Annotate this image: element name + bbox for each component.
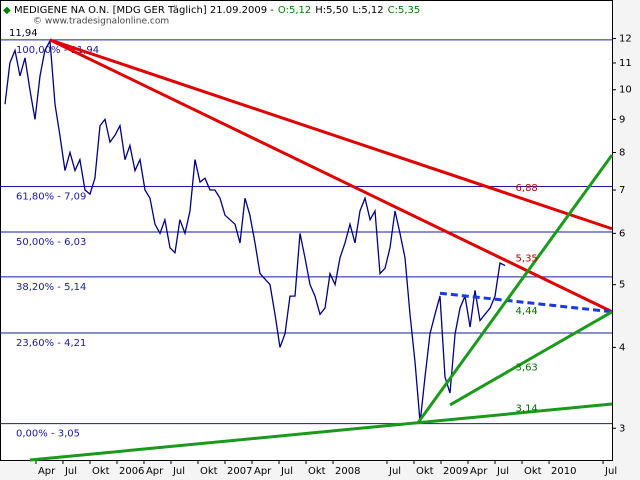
header: MEDIGENE NA O.N. [MDG GER Täglich] 21.09… — [14, 5, 274, 16]
annotation: 3,14 — [516, 403, 538, 414]
x-tick-label: Okt — [200, 466, 218, 477]
x-tick-label: Apr — [146, 466, 164, 477]
y-tick-label: 11 — [619, 58, 632, 69]
y-tick-label: 3 — [619, 423, 625, 434]
x-tick-label: 2007 — [227, 466, 252, 477]
x-tick-label: Jul — [280, 466, 293, 477]
x-tick-label: Okt — [92, 466, 110, 477]
x-tick-label: 2006 — [119, 466, 144, 477]
x-tick-label: 2008 — [335, 466, 360, 477]
watermark: © www.tradesignalonline.com — [33, 17, 169, 27]
level-label: 100,00% - 11,94 — [16, 45, 99, 56]
level-label: 23,60% - 4,21 — [16, 338, 86, 349]
x-tick-label: Apr — [254, 466, 272, 477]
trendline — [449, 310, 613, 407]
trendline — [49, 38, 613, 314]
x-tick-label: Apr — [470, 466, 488, 477]
trendline — [49, 38, 613, 231]
level-label: 61,80% - 7,09 — [16, 191, 86, 202]
y-tick-label: 6 — [619, 228, 625, 239]
quote-value: C:5,35 — [388, 5, 421, 16]
x-tick-label: Jul — [496, 466, 509, 477]
level-label: 38,20% - 5,14 — [16, 282, 86, 293]
y-tick-label: 4 — [619, 342, 625, 353]
y-tick-label: 8 — [619, 147, 625, 158]
annotation: 4,44 — [516, 306, 538, 317]
quote-value: H:5,50 — [315, 5, 348, 16]
level-label: 50,00% - 6,03 — [16, 237, 86, 248]
y-tick-label: 5 — [619, 280, 625, 291]
y-tick-label: 10 — [619, 85, 632, 96]
trendline — [439, 291, 613, 314]
x-tick-label: 2010 — [551, 466, 576, 477]
y-tick-label: 9 — [619, 114, 625, 125]
level-label: 0,00% - 3,05 — [16, 429, 80, 440]
price-line — [4, 38, 506, 423]
icon: ◆ — [3, 5, 11, 16]
trendline — [29, 402, 613, 462]
x-tick-label: Okt — [308, 466, 326, 477]
annotation: 3,63 — [516, 363, 538, 374]
x-tick-label: Jul — [604, 466, 617, 477]
trendline — [416, 154, 614, 424]
x-tick-label: Okt — [524, 466, 542, 477]
quote-value: O:5,12 — [278, 5, 311, 16]
plot-area — [0, 0, 613, 461]
x-tick-label: Jul — [64, 466, 77, 477]
x-tick-label: Jul — [172, 466, 185, 477]
x-tick-label: Okt — [416, 466, 434, 477]
x-tick-label: 2009 — [443, 466, 468, 477]
x-tick-label: Jul — [388, 466, 401, 477]
chart-title: MEDIGENE NA O.N. [MDG GER Täglich] 21.09… — [14, 5, 274, 16]
x-tick-label: Apr — [38, 466, 56, 477]
annotation: 11,94 — [9, 28, 38, 39]
y-tick-label: 7 — [619, 185, 625, 196]
annotation: 5,35 — [516, 254, 538, 265]
annotation: 6,88 — [516, 183, 538, 194]
y-tick-label: 12 — [619, 33, 632, 44]
quote-value: L:5,12 — [352, 5, 383, 16]
